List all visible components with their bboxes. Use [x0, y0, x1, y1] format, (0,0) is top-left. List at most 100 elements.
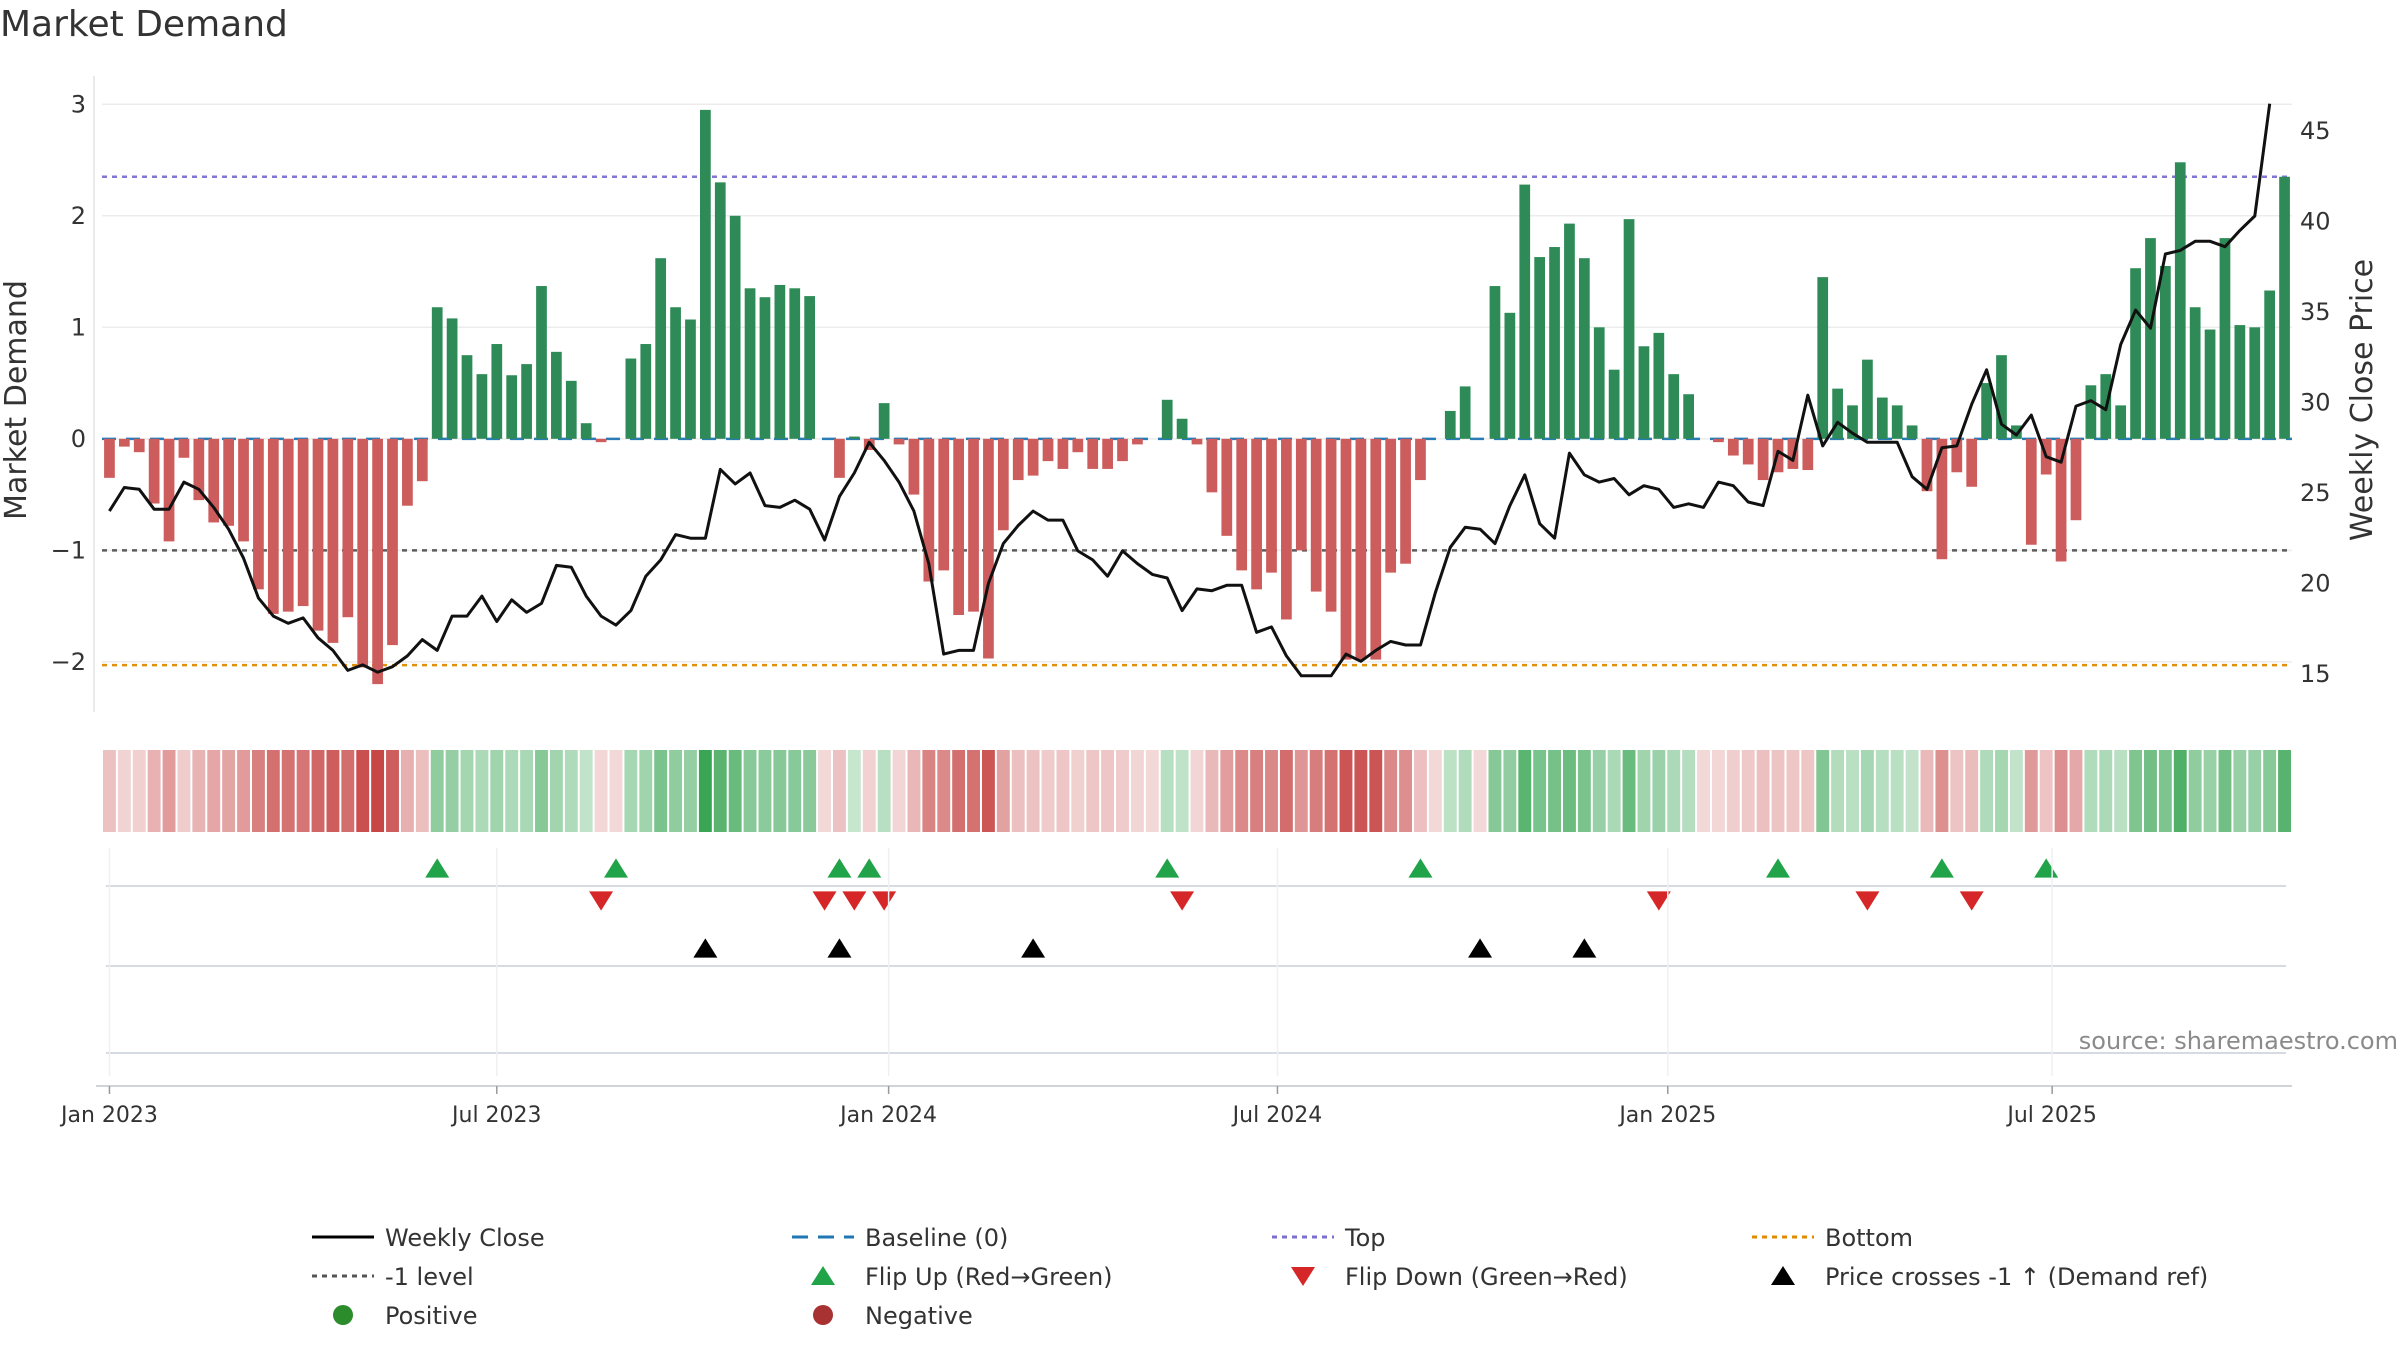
- heat-cell: [2144, 750, 2157, 832]
- heat-cell: [564, 750, 578, 832]
- heat-cell: [818, 750, 831, 832]
- positive-bar: [536, 286, 547, 439]
- heat-cell: [2188, 750, 2202, 832]
- heat-cell: [1414, 750, 1427, 832]
- heat-cell: [2263, 750, 2277, 832]
- heat-cell: [147, 750, 161, 832]
- legend-swatch-dot-green: [333, 1305, 353, 1325]
- negative-bar: [1295, 438, 1307, 551]
- negative-bar: [1087, 438, 1099, 469]
- heat-cell: [103, 750, 116, 832]
- positive-bar: [1623, 219, 1635, 439]
- heat-cell: [356, 750, 370, 832]
- positive-bar: [446, 318, 458, 439]
- negative-bar: [297, 438, 309, 607]
- positive-bar: [640, 344, 652, 439]
- positive-bar: [2145, 238, 2156, 439]
- y2-axis-label: Weekly Close Price: [2345, 259, 2380, 541]
- negative-bar: [1757, 438, 1769, 481]
- negative-bar: [1236, 438, 1248, 571]
- positive-bar: [1459, 386, 1471, 439]
- x-axis: Jan 2023 Jul 2023 Jan 2024 Jul 2024 Jan 2025…: [59, 848, 2292, 1128]
- heat-cell: [654, 750, 668, 832]
- heat-cell: [1726, 750, 1740, 832]
- negative-bar: [1727, 438, 1739, 456]
- heat-cell: [237, 750, 250, 832]
- legend-label: Bottom: [1825, 1224, 1913, 1252]
- heat-cell: [2039, 750, 2053, 832]
- heat-cell: [1860, 750, 1874, 832]
- flip-up-marker: [1766, 858, 1791, 878]
- heat-cell: [460, 750, 474, 832]
- heat-cell: [1041, 750, 1055, 832]
- negative-bar: [282, 438, 294, 612]
- negative-bar: [953, 438, 964, 615]
- negative-bar: [1400, 438, 1411, 564]
- positive-bar: [1668, 374, 1680, 439]
- y2-tick-label: 30: [2300, 388, 2331, 416]
- heat-cell: [2099, 750, 2113, 832]
- negative-bar: [148, 438, 160, 504]
- positive-bar: [1489, 286, 1501, 439]
- negative-bar: [1966, 438, 1978, 487]
- heat-cell: [326, 750, 340, 832]
- heat-cell: [162, 750, 176, 832]
- positive-bar: [551, 351, 562, 439]
- heat-cell: [1116, 750, 1129, 832]
- heat-cell: [862, 750, 876, 832]
- flip-up-marker: [1155, 858, 1180, 878]
- heat-cell: [1652, 750, 1666, 832]
- negative-bar: [1132, 438, 1143, 445]
- negative-bar: [402, 438, 413, 506]
- legend-label: Baseline (0): [865, 1224, 1008, 1252]
- positive-bar: [1564, 223, 1575, 439]
- heat-cell: [251, 750, 265, 832]
- positive-bar: [1608, 369, 1620, 439]
- heat-cell: [877, 750, 891, 832]
- x-tick-label: Jan 2023: [59, 1103, 158, 1128]
- positive-bar: [744, 288, 756, 439]
- positive-bar: [1519, 184, 1531, 439]
- heat-cell: [535, 750, 548, 832]
- negative-bar: [834, 438, 845, 478]
- negative-bar: [357, 438, 369, 668]
- heat-cell: [2024, 750, 2038, 832]
- heat-cell: [847, 750, 861, 832]
- heat-cell: [579, 750, 593, 832]
- positive-bar: [789, 288, 801, 439]
- positive-bar: [2160, 265, 2171, 439]
- positive-bar: [1593, 327, 1605, 439]
- heat-cell: [907, 750, 921, 832]
- positive-bar: [2204, 329, 2216, 439]
- positive-bar: [1161, 399, 1173, 439]
- negative-bar: [1385, 438, 1397, 573]
- legend-swatch-tri-up-green: [811, 1266, 835, 1285]
- heat-cell: [1771, 750, 1785, 832]
- heat-cell: [2054, 750, 2068, 832]
- flip-down-marker: [842, 891, 867, 911]
- x-tick-label: Jul 2025: [2005, 1103, 2097, 1128]
- positive-bar: [670, 307, 681, 439]
- positive-bar: [1817, 277, 1829, 439]
- negative-bar: [1102, 438, 1113, 469]
- legend: Weekly Close Baseline (0) Top Bottom -1 leve…: [312, 1224, 2208, 1330]
- price-cross-marker: [1572, 938, 1597, 958]
- heat-cell: [1056, 750, 1070, 832]
- heat-cell: [430, 750, 444, 832]
- legend-label: Positive: [385, 1302, 478, 1330]
- negative-bar: [327, 438, 339, 643]
- y-tick-label: −2: [51, 648, 86, 676]
- flip-down-marker: [1855, 891, 1880, 911]
- price-cross-marker: [693, 938, 718, 958]
- heat-cell: [669, 750, 683, 832]
- heat-cell: [1279, 750, 1293, 832]
- heat-cell: [728, 750, 742, 832]
- heat-cell: [2218, 750, 2232, 832]
- heat-cell: [1637, 750, 1651, 832]
- negative-bar: [983, 438, 994, 659]
- heat-cell: [967, 750, 980, 832]
- heat-cell: [1592, 750, 1606, 832]
- negative-bar: [1325, 438, 1337, 612]
- positive-bar: [506, 375, 518, 439]
- heat-cell: [490, 750, 504, 832]
